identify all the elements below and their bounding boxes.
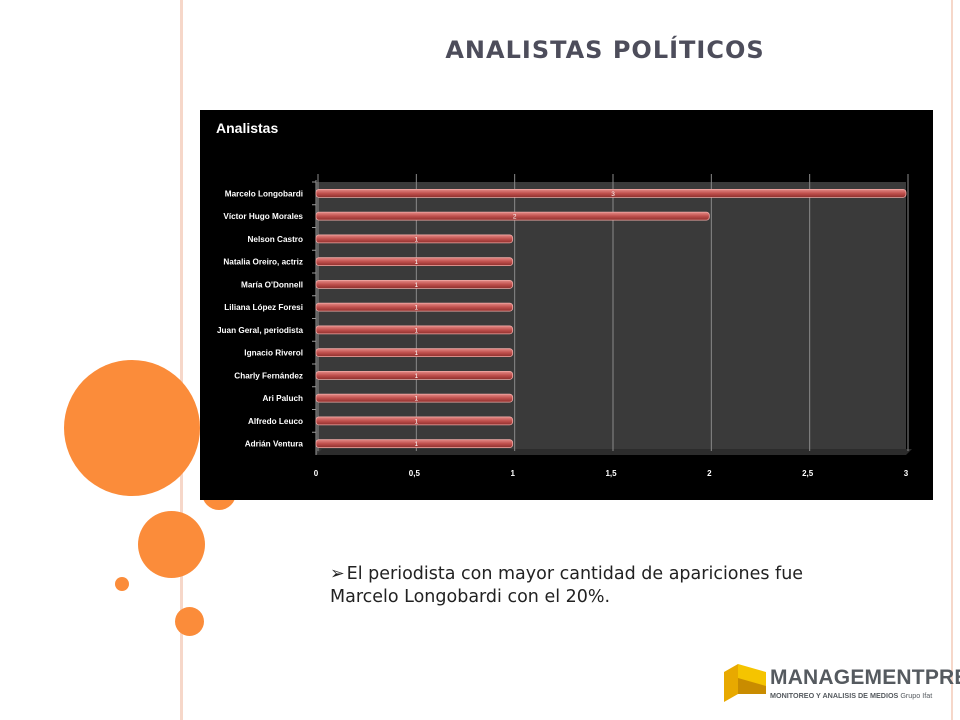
x-tick-label: 1 bbox=[510, 469, 515, 478]
data-label: 1 bbox=[415, 327, 419, 334]
arrow-bullet-icon: ➢ bbox=[330, 564, 345, 584]
x-tick-label: 0,5 bbox=[409, 469, 421, 478]
logo-name: MANAGEMENTPRESS bbox=[770, 666, 960, 689]
category-label: María O'Donnell bbox=[241, 280, 303, 289]
category-label: Juan Geral, periodista bbox=[217, 326, 303, 335]
category-label: Marcelo Longobardi bbox=[225, 189, 303, 198]
left-divider-line bbox=[180, 0, 183, 720]
x-tick-label: 3 bbox=[904, 469, 909, 478]
x-tick-label: 2 bbox=[707, 469, 712, 478]
chart-title: Analistas bbox=[216, 120, 278, 136]
bar bbox=[315, 416, 514, 426]
data-label: 1 bbox=[415, 259, 419, 266]
managementpress-logo-icon bbox=[724, 664, 766, 702]
decorative-circle-small bbox=[175, 607, 204, 636]
plot-floor bbox=[316, 449, 912, 455]
decorative-circle-tiny bbox=[115, 577, 129, 591]
data-label: 1 bbox=[415, 441, 419, 448]
category-label: Ignacio Riverol bbox=[244, 349, 303, 358]
logo-subtitle-text: MONITOREO Y ANALISIS DE MEDIOS bbox=[770, 691, 899, 700]
bullet-text: ➢ El periodista con mayor cantidad de apa… bbox=[330, 563, 830, 609]
category-label: Víctor Hugo Morales bbox=[223, 212, 303, 221]
bar bbox=[315, 234, 514, 244]
bar bbox=[315, 302, 514, 312]
category-label: Adrián Ventura bbox=[245, 440, 304, 449]
x-tick-label: 2,5 bbox=[802, 469, 814, 478]
category-label: Charly Fernández bbox=[234, 371, 303, 380]
bar bbox=[315, 188, 907, 198]
bar bbox=[315, 279, 514, 289]
decorative-circle-medium bbox=[138, 511, 205, 578]
bar-chart-svg: Analistas 0 0,5 1 1,5 2 2,5 3 Marcelo Longobardi… bbox=[216, 120, 912, 478]
bar bbox=[315, 348, 514, 358]
bar bbox=[315, 393, 514, 403]
data-label: 1 bbox=[415, 350, 419, 357]
data-label: 3 bbox=[611, 191, 615, 198]
category-label: Liliana López Foresi bbox=[224, 303, 303, 312]
data-label: 2 bbox=[513, 214, 517, 221]
slide-title: ANALISTAS POLÍTICOS bbox=[445, 36, 765, 64]
x-tick-label: 1,5 bbox=[605, 469, 617, 478]
bar bbox=[315, 439, 514, 449]
managementpress-logo: MANAGEMENTPRESS MONITOREO Y ANALISIS DE … bbox=[724, 664, 960, 712]
data-label: 1 bbox=[415, 282, 419, 289]
bar bbox=[315, 370, 514, 380]
data-label: 1 bbox=[415, 418, 419, 425]
x-tick-label: 0 bbox=[314, 469, 319, 478]
category-label: Nelson Castro bbox=[247, 235, 303, 244]
category-label: Ari Paluch bbox=[263, 394, 304, 403]
data-label: 1 bbox=[415, 396, 419, 403]
category-label: Alfredo Leuco bbox=[248, 417, 303, 426]
bar-chart: Analistas 0 0,5 1 1,5 2 2,5 3 Marcelo Longobardi… bbox=[200, 110, 933, 500]
bullet-sentence: El periodista con mayor cantidad de apar… bbox=[330, 564, 804, 607]
plot-area bbox=[316, 182, 906, 455]
decorative-circle-large bbox=[64, 360, 200, 496]
data-label: 1 bbox=[415, 373, 419, 380]
logo-group-text: Grupo Ifat bbox=[900, 691, 933, 700]
data-label: 1 bbox=[415, 236, 419, 243]
bar bbox=[315, 257, 514, 267]
data-label: 1 bbox=[415, 305, 419, 312]
bar bbox=[315, 325, 514, 335]
bar bbox=[315, 211, 710, 221]
category-label: Natalia Oreiro, actriz bbox=[223, 258, 303, 267]
logo-subtitle: MONITOREO Y ANALISIS DE MEDIOS Grupo Ifa… bbox=[770, 691, 932, 700]
right-divider-line bbox=[951, 0, 953, 720]
